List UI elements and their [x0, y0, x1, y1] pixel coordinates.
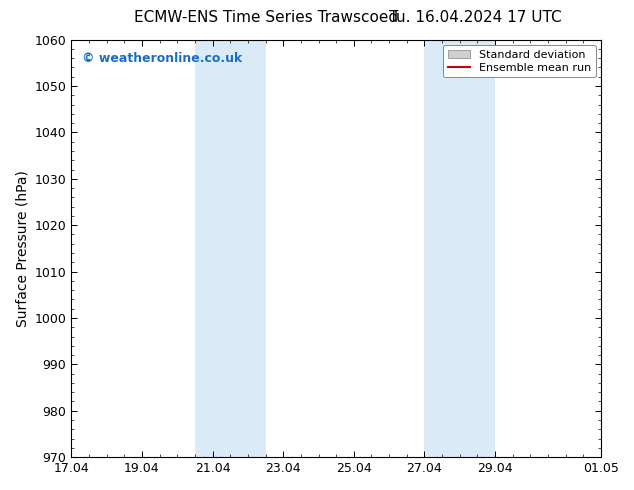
- Text: ECMW-ENS Time Series Trawscoed: ECMW-ENS Time Series Trawscoed: [134, 10, 398, 25]
- Text: Tu. 16.04.2024 17 UTC: Tu. 16.04.2024 17 UTC: [389, 10, 562, 25]
- Bar: [195, 40, 266, 457]
- Bar: [425, 40, 495, 457]
- Text: © weatheronline.co.uk: © weatheronline.co.uk: [82, 52, 242, 65]
- Y-axis label: Surface Pressure (hPa): Surface Pressure (hPa): [15, 170, 29, 327]
- Legend: Standard deviation, Ensemble mean run: Standard deviation, Ensemble mean run: [443, 45, 595, 77]
